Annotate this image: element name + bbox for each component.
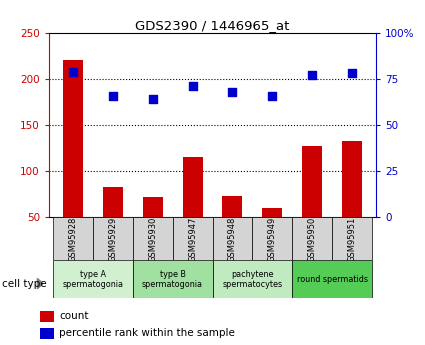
Text: GSM95930: GSM95930	[148, 216, 157, 262]
Bar	[332, 217, 372, 260]
Bar	[342, 141, 362, 264]
Polygon shape	[37, 278, 43, 289]
Text: type B
spermatogonia: type B spermatogonia	[142, 270, 203, 289]
Bar	[212, 260, 292, 298]
Text: GSM95929: GSM95929	[108, 216, 117, 262]
Bar	[53, 260, 133, 298]
Point	[109, 93, 116, 98]
Text: round spermatids: round spermatids	[297, 275, 368, 284]
Point	[69, 69, 76, 74]
Text: percentile rank within the sample: percentile rank within the sample	[59, 328, 235, 338]
Bar	[252, 217, 292, 260]
Text: pachytene
spermatocytes: pachytene spermatocytes	[222, 270, 283, 289]
Bar	[40, 310, 54, 322]
Point	[349, 71, 356, 76]
Text: count: count	[59, 311, 89, 321]
Text: cell type: cell type	[2, 279, 47, 288]
Bar	[93, 217, 133, 260]
Bar	[292, 260, 372, 298]
Point	[149, 97, 156, 102]
Text: GSM95948: GSM95948	[228, 216, 237, 262]
Text: GSM95949: GSM95949	[268, 216, 277, 262]
Bar	[183, 157, 203, 264]
Point	[269, 93, 276, 98]
Bar	[133, 217, 173, 260]
Point	[229, 89, 236, 95]
Bar	[222, 196, 242, 264]
Bar	[262, 208, 282, 264]
Text: GSM95951: GSM95951	[348, 216, 357, 262]
Bar	[292, 217, 332, 260]
Text: GSM95947: GSM95947	[188, 216, 197, 262]
Bar	[40, 328, 54, 339]
Bar	[212, 217, 252, 260]
Title: GDS2390 / 1446965_at: GDS2390 / 1446965_at	[135, 19, 290, 32]
Bar	[133, 260, 212, 298]
Bar	[173, 217, 212, 260]
Bar	[103, 187, 123, 264]
Point	[189, 83, 196, 89]
Bar	[302, 146, 322, 264]
Bar	[143, 197, 163, 264]
Point	[309, 72, 316, 78]
Bar	[53, 217, 93, 260]
Bar	[63, 60, 83, 264]
Text: type A
spermatogonia: type A spermatogonia	[62, 270, 123, 289]
Text: GSM95950: GSM95950	[308, 216, 317, 262]
Text: GSM95928: GSM95928	[68, 216, 77, 262]
